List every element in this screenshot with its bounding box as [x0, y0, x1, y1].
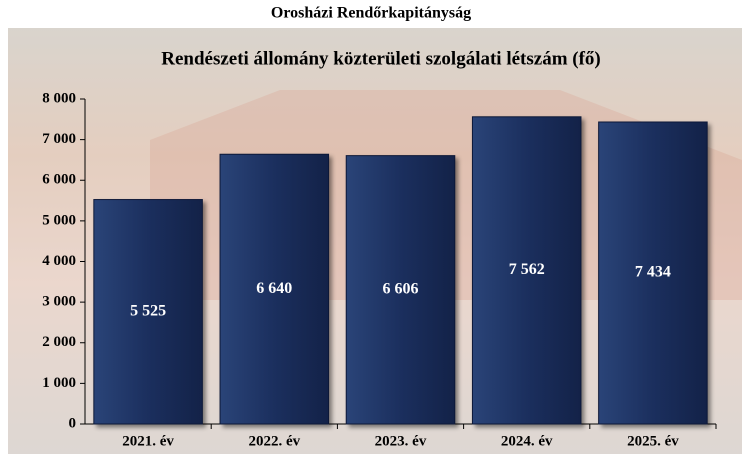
value-label: 5 525 [130, 302, 166, 319]
y-tick-label: 7 000 [42, 131, 76, 147]
chart: Orosházi Rendőrkapitányság Rendészeti ál… [0, 0, 742, 454]
x-tick-label: 2021. év [122, 433, 174, 449]
y-tick-label: 2 000 [42, 334, 76, 350]
value-label: 7 562 [509, 261, 545, 278]
y-tick-label: 6 000 [42, 172, 76, 188]
y-tick-label: 0 [69, 415, 77, 431]
value-label: 6 640 [256, 280, 292, 297]
y-tick-label: 5 000 [42, 212, 76, 228]
x-tick-label: 2023. év [375, 433, 427, 449]
value-label: 7 434 [635, 264, 671, 281]
y-tick-label: 4 000 [42, 253, 76, 269]
value-label: 6 606 [383, 280, 419, 297]
y-tick-label: 8 000 [42, 90, 76, 106]
x-tick-label: 2022. év [248, 433, 300, 449]
y-tick-label: 3 000 [42, 294, 76, 310]
page-title: Orosházi Rendőrkapitányság [271, 5, 471, 22]
x-tick-label: 2025. év [627, 433, 679, 449]
chart-title: Rendészeti állomány közterületi szolgála… [161, 48, 601, 69]
y-tick-label: 1 000 [42, 375, 76, 391]
x-tick-label: 2024. év [501, 433, 553, 449]
